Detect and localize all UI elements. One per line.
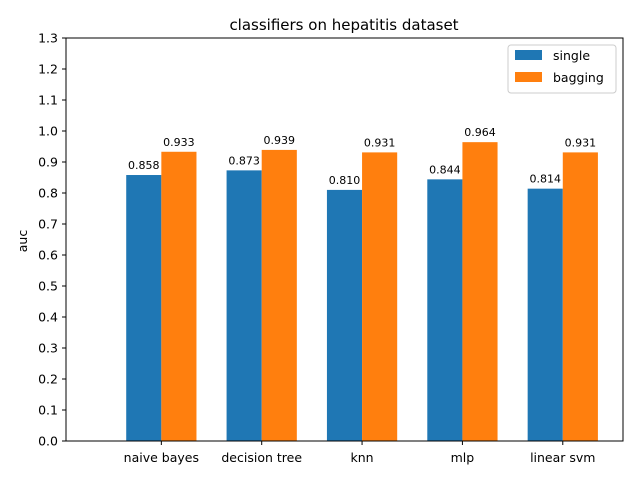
bar-single-mlp <box>427 179 463 442</box>
bar-bagging-linear-svm <box>562 152 598 441</box>
x-tick-label-knn: knn <box>351 450 374 465</box>
legend-label-single: single <box>553 48 590 63</box>
bar-bagging-decision-tree <box>261 149 297 441</box>
data-label-single-linear-svm: 0.814 <box>529 173 561 186</box>
y-tick-label: 0.7 <box>38 217 58 232</box>
bar-single-decision-tree <box>226 170 262 441</box>
data-label-bagging-linear-svm: 0.931 <box>565 136 597 149</box>
bar-single-knn <box>326 189 363 441</box>
chart-title: classifiers on hepatitis dataset <box>229 16 458 34</box>
y-tick-label: 0.5 <box>38 279 58 294</box>
y-tick-label: 0.2 <box>38 372 58 387</box>
data-label-bagging-mlp: 0.964 <box>464 126 496 139</box>
x-tick-label-linear-svm: linear svm <box>530 450 595 465</box>
legend-swatch-bagging <box>515 72 542 82</box>
axis-ticks-group: naive bayes decision tree knn mlp linear svm… <box>38 31 595 466</box>
y-tick-label: 0.3 <box>38 341 58 356</box>
legend-label-bagging: bagging <box>553 70 604 85</box>
y-tick-label: 1.3 <box>38 31 58 46</box>
x-tick-label-decision-tree: decision tree <box>221 450 302 465</box>
x-tick-label-mlp: mlp <box>451 450 475 465</box>
y-tick-label: 0.6 <box>38 248 58 263</box>
y-tick-label: 0.9 <box>38 155 58 170</box>
bars-group <box>126 142 598 442</box>
y-tick-label: 0.1 <box>38 403 58 418</box>
y-tick-label: 0.4 <box>38 310 58 325</box>
data-label-single-naive-bayes: 0.858 <box>128 159 160 172</box>
data-label-single-mlp: 0.844 <box>429 163 461 176</box>
data-label-single-knn: 0.810 <box>329 174 361 187</box>
data-label-bagging-decision-tree: 0.939 <box>264 134 296 147</box>
data-label-single-decision-tree: 0.873 <box>228 154 260 167</box>
bar-bagging-naive-bayes <box>161 151 197 441</box>
x-tick-label-naive-bayes: naive bayes <box>124 450 199 465</box>
y-tick-label: 0.8 <box>38 186 58 201</box>
legend-swatch-single <box>515 50 542 60</box>
y-axis-label: auc <box>15 230 30 253</box>
bar-single-naive-bayes <box>126 175 162 441</box>
y-tick-label: 1.2 <box>38 62 58 77</box>
bar-bagging-mlp <box>462 142 498 441</box>
data-label-bagging-knn: 0.931 <box>364 136 396 149</box>
data-label-bagging-naive-bayes: 0.933 <box>163 136 195 149</box>
legend: single bagging <box>507 44 617 94</box>
y-tick-label: 1.0 <box>38 124 58 139</box>
bar-single-linear-svm <box>527 188 563 441</box>
y-tick-label: 1.1 <box>38 93 58 108</box>
y-tick-label: 0.0 <box>38 434 58 449</box>
bar-bagging-knn <box>362 152 398 441</box>
plot-frame <box>65 37 624 442</box>
